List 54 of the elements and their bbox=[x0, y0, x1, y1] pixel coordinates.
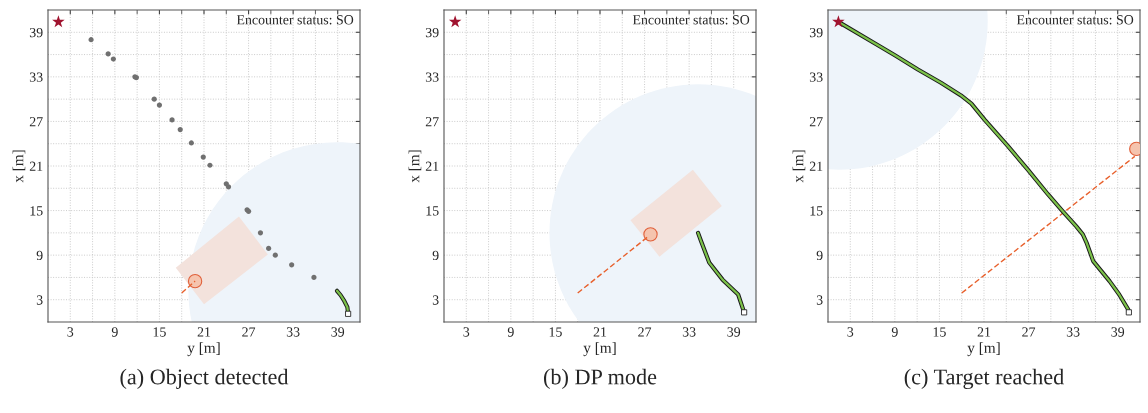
x-tick-label: 27 bbox=[242, 327, 256, 337]
text: (b) DP mode bbox=[543, 368, 657, 389]
x-axis-title: y [m] bbox=[583, 342, 616, 357]
x-tick-label: 33 bbox=[1066, 327, 1080, 337]
y-tick-label: 39 bbox=[809, 27, 823, 38]
y-axis-title: x [m] bbox=[792, 150, 806, 183]
x-tick-label: 15 bbox=[933, 327, 946, 337]
annotation: Encounter status: SO bbox=[1016, 15, 1134, 25]
y-axis-title: x [m] bbox=[12, 150, 26, 183]
y-tick-label: 21 bbox=[809, 161, 823, 171]
y-tick-label: 27 bbox=[809, 117, 823, 127]
y-tick-label: 15 bbox=[30, 206, 43, 216]
y-tick-label: 39 bbox=[425, 27, 439, 38]
y-tick-label: 9 bbox=[36, 250, 43, 261]
y-tick-label: 33 bbox=[425, 72, 439, 82]
x-tick-label: 21 bbox=[593, 327, 607, 337]
annotation: Encounter status: SO bbox=[632, 15, 750, 25]
text: (c) Target reached bbox=[904, 368, 1064, 390]
y-tick-label: 21 bbox=[425, 161, 439, 171]
y-tick-label: 33 bbox=[809, 72, 823, 82]
x-tick-label: 15 bbox=[549, 327, 562, 337]
text: (a) Object detected bbox=[120, 368, 289, 389]
x-axis-title: y [m] bbox=[187, 342, 220, 357]
x-tick-label: 9 bbox=[891, 327, 898, 337]
y-tick-label: 3 bbox=[816, 295, 823, 305]
y-tick-label: 3 bbox=[36, 295, 43, 305]
y-tick-label: 9 bbox=[432, 250, 439, 261]
y-tick-label: 39 bbox=[29, 27, 43, 38]
x-tick-label: 39 bbox=[727, 327, 741, 337]
x-tick-label: 21 bbox=[197, 327, 211, 337]
y-tick-label: 15 bbox=[810, 206, 823, 216]
y-tick-label: 27 bbox=[29, 117, 43, 127]
x-tick-label: 33 bbox=[682, 327, 696, 337]
x-tick-label: 21 bbox=[977, 327, 991, 337]
x-tick-label: 3 bbox=[463, 327, 470, 337]
x-tick-label: 27 bbox=[638, 327, 652, 337]
y-tick-label: 3 bbox=[432, 295, 439, 305]
x-tick-label: 33 bbox=[286, 327, 300, 337]
x-tick-label: 27 bbox=[1022, 327, 1036, 337]
y-tick-label: 9 bbox=[816, 250, 823, 261]
x-tick-label: 9 bbox=[111, 327, 118, 337]
x-axis-title: y [m] bbox=[967, 342, 1000, 357]
x-tick-label: 3 bbox=[847, 327, 854, 337]
annotation: Encounter status: SO bbox=[236, 15, 354, 25]
y-tick-label: 33 bbox=[29, 72, 43, 82]
y-tick-label: 15 bbox=[426, 206, 439, 216]
x-tick-label: 39 bbox=[1111, 327, 1125, 337]
y-tick-label: 27 bbox=[425, 117, 439, 127]
y-axis-title: x [m] bbox=[408, 150, 422, 183]
x-tick-label: 9 bbox=[507, 327, 514, 337]
x-tick-label: 3 bbox=[67, 327, 74, 337]
x-tick-label: 15 bbox=[153, 327, 166, 337]
x-tick-label: 39 bbox=[331, 327, 345, 337]
y-tick-label: 21 bbox=[29, 161, 43, 171]
